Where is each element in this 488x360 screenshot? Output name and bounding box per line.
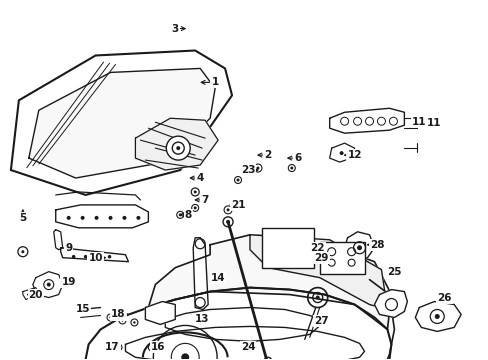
Text: 4: 4 — [196, 173, 203, 183]
Bar — [319, 242, 364, 274]
Polygon shape — [135, 118, 218, 170]
Circle shape — [83, 255, 87, 258]
Circle shape — [133, 321, 135, 324]
Text: 12: 12 — [346, 150, 361, 160]
Text: 8: 8 — [184, 210, 191, 220]
Polygon shape — [414, 302, 460, 332]
Circle shape — [21, 250, 24, 253]
Circle shape — [179, 213, 182, 216]
Text: 19: 19 — [61, 276, 76, 287]
Circle shape — [27, 293, 30, 296]
Circle shape — [176, 146, 180, 150]
Text: 1: 1 — [211, 77, 218, 87]
Text: 3: 3 — [171, 24, 179, 33]
Text: 29: 29 — [314, 253, 328, 263]
Circle shape — [122, 216, 126, 220]
Text: 11: 11 — [411, 117, 426, 127]
Polygon shape — [374, 289, 407, 318]
Circle shape — [96, 255, 99, 258]
Circle shape — [225, 220, 229, 224]
Text: 24: 24 — [240, 342, 255, 352]
Text: 11: 11 — [427, 118, 441, 128]
Circle shape — [107, 255, 111, 258]
Polygon shape — [344, 232, 374, 262]
Circle shape — [290, 167, 293, 170]
Circle shape — [109, 316, 111, 319]
Circle shape — [315, 296, 319, 300]
Text: 27: 27 — [314, 316, 328, 327]
Circle shape — [434, 314, 439, 319]
Circle shape — [66, 216, 71, 220]
Text: 2: 2 — [264, 150, 271, 160]
Circle shape — [47, 283, 51, 287]
Text: 13: 13 — [195, 314, 209, 324]
Polygon shape — [125, 327, 364, 360]
Circle shape — [121, 319, 123, 321]
Text: 23: 23 — [240, 165, 255, 175]
Text: 22: 22 — [310, 243, 325, 253]
Polygon shape — [329, 143, 354, 162]
Polygon shape — [329, 108, 404, 133]
Text: 9: 9 — [65, 243, 72, 253]
Circle shape — [256, 167, 259, 170]
Polygon shape — [56, 205, 148, 228]
Text: 7: 7 — [201, 195, 208, 205]
Circle shape — [193, 206, 196, 210]
Text: 6: 6 — [294, 153, 301, 163]
Circle shape — [236, 179, 239, 181]
Text: 28: 28 — [369, 240, 384, 250]
Polygon shape — [61, 248, 128, 262]
Circle shape — [151, 346, 154, 349]
Polygon shape — [33, 272, 62, 298]
Circle shape — [339, 151, 343, 155]
Text: 21: 21 — [230, 200, 245, 210]
Text: 20: 20 — [28, 289, 43, 300]
Polygon shape — [54, 230, 62, 250]
Polygon shape — [29, 68, 215, 178]
Bar — [262, 228, 313, 268]
Text: 10: 10 — [88, 253, 102, 263]
Circle shape — [108, 216, 112, 220]
Circle shape — [181, 353, 189, 360]
Polygon shape — [193, 238, 208, 310]
Circle shape — [72, 255, 75, 258]
Polygon shape — [148, 235, 390, 329]
Circle shape — [117, 346, 120, 349]
Circle shape — [136, 216, 140, 220]
Polygon shape — [23, 288, 39, 300]
Circle shape — [81, 216, 84, 220]
Circle shape — [193, 190, 196, 193]
Text: 15: 15 — [75, 305, 90, 315]
Polygon shape — [249, 235, 386, 310]
Circle shape — [226, 208, 229, 211]
Text: 25: 25 — [386, 267, 401, 276]
Circle shape — [94, 216, 99, 220]
Circle shape — [166, 136, 190, 160]
Text: 18: 18 — [111, 310, 125, 319]
Circle shape — [248, 346, 251, 349]
Polygon shape — [165, 307, 324, 341]
Polygon shape — [85, 288, 390, 359]
Text: 17: 17 — [105, 342, 120, 352]
Text: 5: 5 — [19, 213, 26, 223]
Polygon shape — [145, 302, 175, 324]
Text: 16: 16 — [151, 342, 165, 352]
Circle shape — [356, 245, 361, 250]
Text: 14: 14 — [210, 273, 225, 283]
Text: 26: 26 — [436, 293, 450, 302]
Polygon shape — [11, 50, 232, 195]
